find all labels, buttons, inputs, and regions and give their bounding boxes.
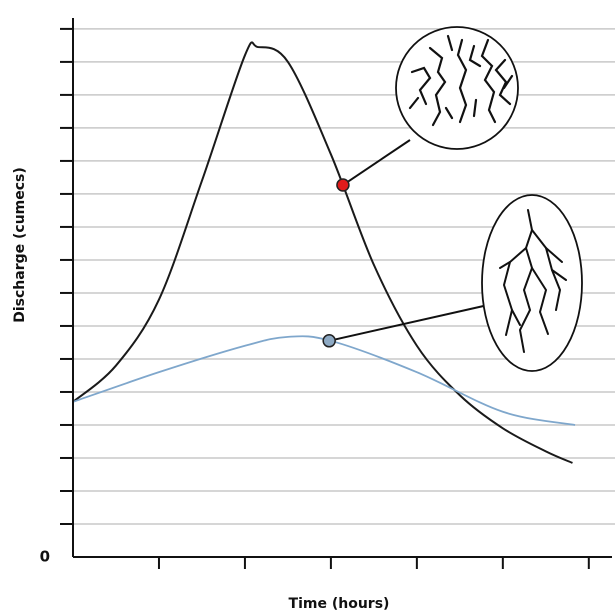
connector [342, 139, 411, 186]
marks [72, 41, 576, 464]
series-line [72, 335, 576, 426]
connectors [322, 139, 489, 348]
highlight-point [336, 178, 350, 192]
x-axis-title: Time (hours) [289, 596, 390, 612]
inset-drainage-dense [395, 26, 519, 150]
y-tick-label: 0 [40, 548, 50, 566]
inset-drainage-sparse [481, 194, 583, 372]
connector [328, 304, 489, 342]
y-axis-title: Discharge (cumecs) [12, 167, 28, 323]
series-line [72, 41, 573, 464]
highlight-point [322, 334, 336, 348]
